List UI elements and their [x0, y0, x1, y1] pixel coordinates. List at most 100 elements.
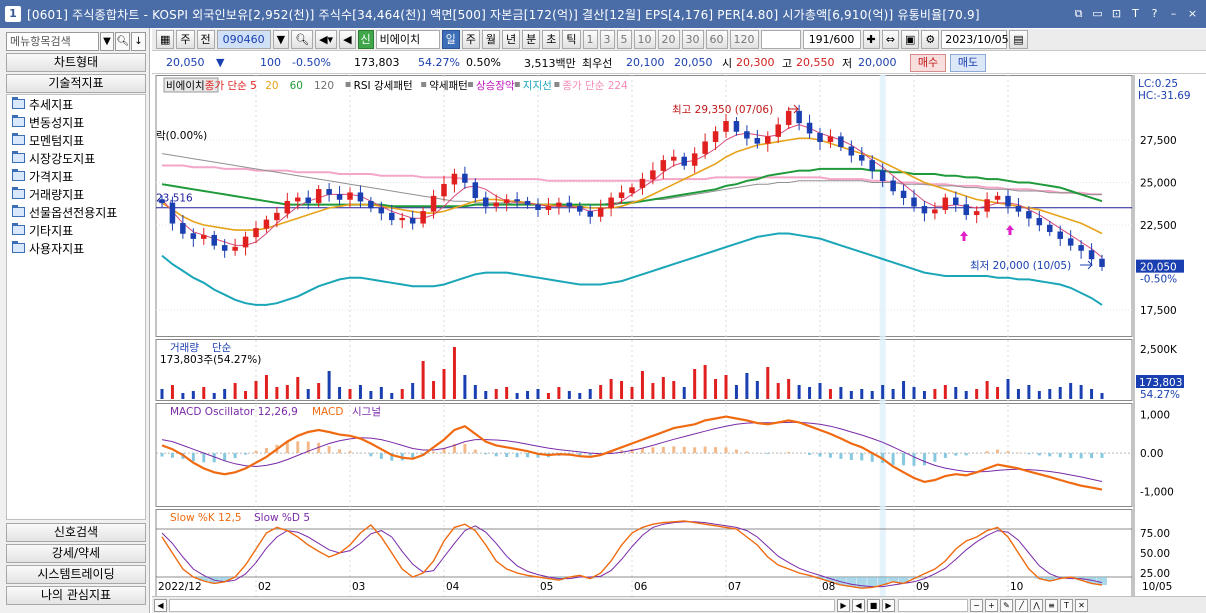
- stop-icon[interactable]: ■: [867, 598, 880, 612]
- link-window-icon[interactable]: ⧉: [1074, 7, 1083, 20]
- close-icon[interactable]: ×: [1187, 7, 1198, 20]
- candle-body: [347, 192, 353, 200]
- zoom-in-icon[interactable]: +: [985, 598, 998, 612]
- bull-bear-button[interactable]: 강세/약세: [6, 544, 146, 563]
- tree-item-momentum[interactable]: 모멘텀지표: [7, 131, 145, 149]
- candle-body: [1088, 250, 1095, 260]
- volume-bar: [348, 389, 352, 399]
- macd-oscillator-bar: [682, 446, 686, 454]
- menu-search-input[interactable]: 메뉴항목검색: [6, 32, 99, 51]
- interval-1[interactable]: 1: [582, 30, 598, 49]
- restore-layout-icon[interactable]: ▭: [1092, 7, 1103, 20]
- interval-input[interactable]: [760, 30, 801, 49]
- volume-bar: [526, 391, 530, 399]
- tab-minute[interactable]: 분: [522, 30, 541, 49]
- tree-item-others[interactable]: 기타지표: [7, 221, 145, 239]
- draw-tool-icon[interactable]: ✎: [1000, 598, 1013, 612]
- macd-oscillator-bar: [505, 453, 509, 457]
- tree-item-trend[interactable]: 추세지표: [7, 95, 145, 113]
- chart-canvas[interactable]: 27,500 25,000 22,500 17,500 LC:0.25 HC:-31.69…: [152, 75, 1206, 597]
- volume-bar: [797, 385, 801, 399]
- macd-oscillator-bar: [317, 442, 321, 454]
- x-axis-label: 08: [822, 581, 835, 593]
- zoom-slider[interactable]: [898, 598, 968, 612]
- legend-marker: [421, 82, 427, 87]
- play-back-icon[interactable]: ◀: [852, 598, 865, 612]
- candle-body: [994, 195, 1001, 200]
- interval-30[interactable]: 30: [681, 30, 704, 49]
- delete-tool-icon[interactable]: ✕: [1075, 598, 1088, 612]
- date-input[interactable]: 2023/10/05: [941, 30, 1009, 49]
- volume-bar: [275, 387, 279, 399]
- chart-type-button[interactable]: 차트형태: [6, 53, 146, 72]
- text-tool-icon[interactable]: T: [1060, 598, 1073, 612]
- fib-tool-icon[interactable]: ≡: [1045, 598, 1058, 612]
- code-dropdown-icon[interactable]: ▼: [272, 30, 290, 49]
- stoch-oversold-fill: [1044, 577, 1055, 581]
- interval-120[interactable]: 120: [729, 30, 759, 49]
- technical-indicator-button[interactable]: 기술적지표: [6, 74, 146, 93]
- save-icon[interactable]: ▣: [900, 30, 920, 49]
- dropdown-arrow-icon[interactable]: ▼: [99, 32, 115, 51]
- search-icon[interactable]: 🔍︎: [291, 30, 314, 49]
- help-icon[interactable]: ?: [1151, 7, 1158, 20]
- macd-tick-label: -1,000: [1140, 486, 1174, 498]
- volume-bar: [943, 385, 947, 399]
- zoom-icon[interactable]: ⇔: [881, 30, 899, 49]
- minimize-icon[interactable]: –: [1170, 7, 1177, 20]
- interval-10[interactable]: 10: [633, 30, 656, 49]
- tab-year[interactable]: 년: [502, 30, 521, 49]
- tab-day[interactable]: 일: [441, 30, 460, 49]
- period-unit-select[interactable]: 주: [176, 30, 195, 49]
- interval-20[interactable]: 20: [657, 30, 680, 49]
- tree-item-futures-options[interactable]: 선물옵션전용지표: [7, 203, 145, 221]
- scroll-track[interactable]: [169, 598, 835, 612]
- my-indicators-button[interactable]: 나의 관심지표: [6, 586, 146, 605]
- data-count[interactable]: 191/600: [802, 30, 861, 49]
- play-forward-icon[interactable]: ▶: [882, 598, 895, 612]
- line-tool-icon[interactable]: ╱: [1015, 598, 1028, 612]
- buy-button[interactable]: 매수: [910, 54, 946, 72]
- tree-item-volume[interactable]: 거래량지표: [7, 185, 145, 203]
- candle-body: [577, 206, 583, 212]
- layout-icon[interactable]: ▦: [156, 30, 175, 49]
- interval-3[interactable]: 3: [599, 30, 615, 49]
- system-trading-button[interactable]: 시스템트레이딩: [6, 565, 146, 584]
- candle-body: [190, 233, 197, 239]
- stock-code-input[interactable]: 090460: [216, 30, 271, 49]
- scroll-right-icon[interactable]: ▶: [837, 598, 850, 612]
- down-arrow-icon[interactable]: ↓: [131, 32, 146, 51]
- interval-60[interactable]: 60: [705, 30, 728, 49]
- volume-bar: [766, 367, 770, 399]
- price-legend-item: RSI 강세패턴: [354, 80, 413, 92]
- speaker-icon[interactable]: ◀▾: [315, 30, 338, 49]
- tab-week[interactable]: 주: [461, 30, 480, 49]
- chart-svg[interactable]: 27,500 25,000 22,500 17,500 LC:0.25HC:-31.69…: [152, 75, 1206, 597]
- sell-button[interactable]: 매도: [950, 54, 986, 72]
- macd-oscillator-bar: [442, 447, 446, 454]
- search-icon[interactable]: 🔍︎: [115, 32, 131, 51]
- tab-tick[interactable]: 틱: [562, 30, 581, 49]
- settings-icon[interactable]: ⚙: [921, 30, 940, 49]
- tab-month[interactable]: 월: [481, 30, 501, 49]
- stock-nav-icon[interactable]: ◀: [339, 30, 356, 49]
- signal-search-button[interactable]: 신호검색: [6, 523, 146, 542]
- tree-item-price[interactable]: 가격지표: [7, 167, 145, 185]
- tree-item-volatility[interactable]: 변동성지표: [7, 113, 145, 131]
- down-arrow-icon: ▼: [216, 56, 225, 69]
- scroll-left-icon[interactable]: ◀: [154, 598, 167, 612]
- font-icon[interactable]: T: [1132, 7, 1139, 20]
- tree-item-user[interactable]: 사용자지표: [7, 239, 145, 257]
- interval-5[interactable]: 5: [616, 30, 632, 49]
- zoom-out-icon[interactable]: −: [970, 598, 983, 612]
- screen-icon[interactable]: ⊡: [1111, 7, 1122, 20]
- candle-body: [368, 200, 374, 209]
- tab-second[interactable]: 초: [542, 30, 561, 49]
- prev-button[interactable]: 전: [196, 30, 215, 49]
- candle-body: [1047, 224, 1053, 233]
- trend-tool-icon[interactable]: ⋀: [1030, 598, 1043, 612]
- crosshair-icon[interactable]: ✚: [862, 30, 880, 49]
- tree-item-market-strength[interactable]: 시장강도지표: [7, 149, 145, 167]
- stoch-oversold-fill: [815, 577, 825, 579]
- calendar-icon[interactable]: ▤: [1009, 30, 1028, 49]
